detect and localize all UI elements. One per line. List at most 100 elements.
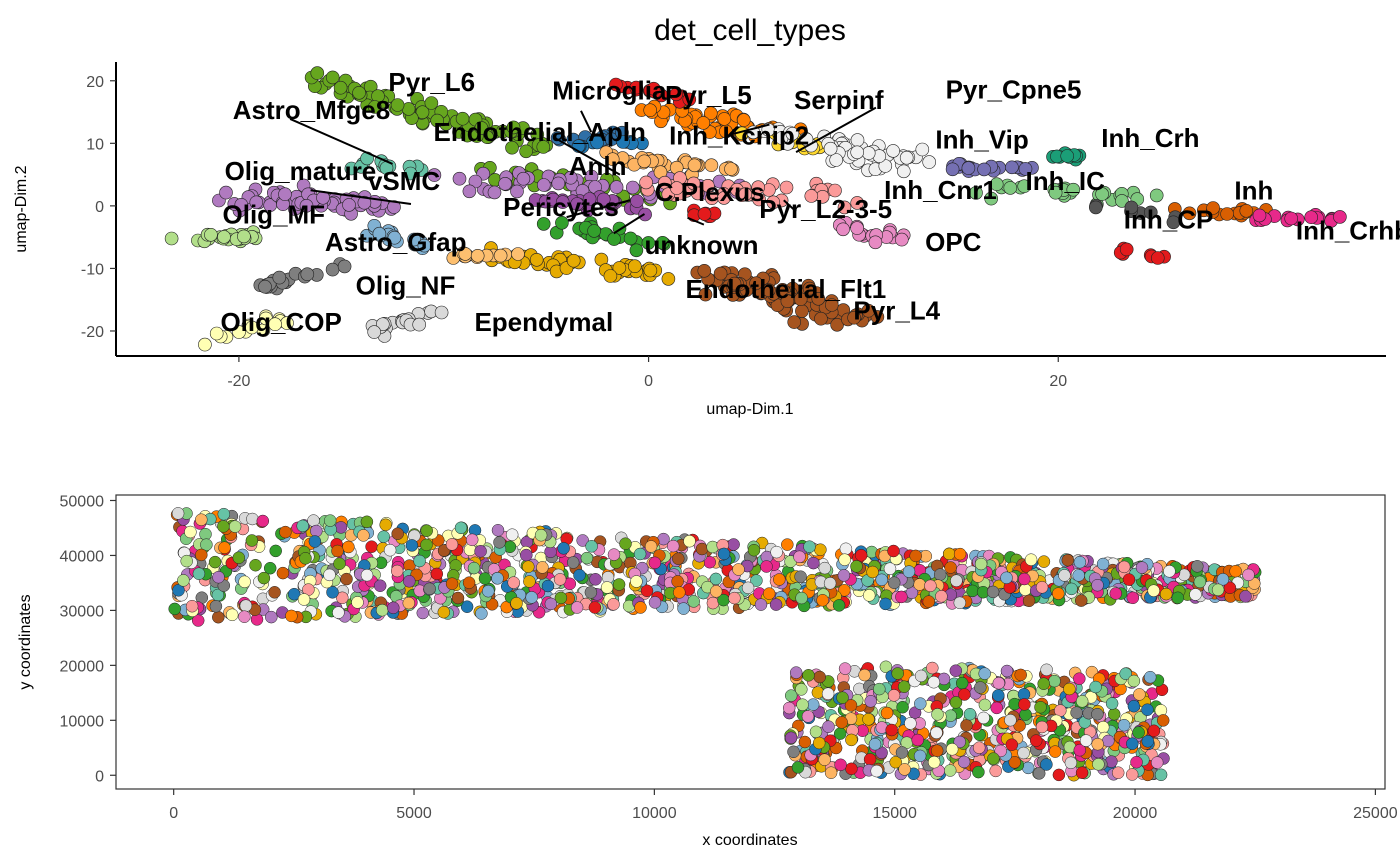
- umap-point: [1239, 204, 1254, 218]
- umap-point: [638, 207, 652, 222]
- spatial-point: [949, 664, 963, 677]
- spatial-point: [1127, 699, 1141, 713]
- spatial-point: [523, 575, 536, 588]
- spatial-point: [566, 556, 580, 569]
- spatial-point: [553, 573, 567, 586]
- umap-point: [519, 144, 533, 159]
- spatial-point: [945, 743, 959, 756]
- umap-point: [511, 247, 525, 261]
- spatial-point: [1091, 737, 1104, 751]
- spatial-point: [760, 560, 773, 573]
- umap-point: [623, 231, 638, 246]
- spatial-point: [634, 601, 647, 614]
- cluster-label: Pyr_L4: [853, 296, 940, 326]
- spatial-point: [1058, 569, 1071, 582]
- umap-point: [367, 325, 382, 339]
- umap-point: [850, 145, 865, 160]
- spatial-point: [245, 534, 259, 547]
- umap-point: [1252, 208, 1267, 223]
- spatial-point: [505, 528, 519, 541]
- umap-point: [1089, 200, 1103, 215]
- spatial-point: [416, 606, 430, 620]
- spatial-point: [607, 548, 621, 561]
- umap-point: [886, 144, 900, 158]
- spatial-point: [944, 561, 957, 574]
- spatial-point: [887, 576, 901, 589]
- umap-point: [1182, 206, 1197, 221]
- spatial-point: [1122, 573, 1136, 586]
- spatial-point: [904, 717, 917, 730]
- spatial-point: [986, 585, 1000, 599]
- umap-point: [824, 298, 839, 312]
- spatial-point: [914, 697, 927, 710]
- spatial-point: [935, 590, 948, 603]
- umap-point: [596, 192, 611, 207]
- spatial-point: [379, 518, 392, 532]
- x-tick-label: 20: [1049, 373, 1067, 390]
- spatial-point: [228, 520, 242, 533]
- spatial-point: [1034, 700, 1047, 714]
- umap-point: [272, 270, 287, 285]
- spatial-point: [208, 555, 222, 569]
- spatial-point: [953, 596, 967, 610]
- umap-point: [868, 235, 883, 250]
- y-tick-label: 0: [95, 768, 104, 785]
- cluster-label: Astro_Mfge8: [233, 95, 390, 125]
- spatial-point: [927, 675, 941, 689]
- y-tick-label: 50000: [60, 493, 105, 510]
- spatial-point: [1079, 734, 1093, 747]
- x-tick-label: 10000: [632, 805, 677, 822]
- umap-point: [736, 113, 751, 127]
- spatial-point: [879, 597, 892, 611]
- umap-point: [861, 303, 876, 318]
- spatial-point: [885, 723, 898, 737]
- spatial-point: [801, 710, 815, 723]
- cluster-label: Endothelial_Apln: [434, 117, 646, 147]
- spatial-x-ticks: 0 5000 10000 15000 20000 25000: [169, 789, 1398, 822]
- y-tick-label: 10000: [60, 713, 105, 730]
- spatial-point: [1061, 553, 1075, 567]
- umap-point: [878, 159, 893, 173]
- spatial-point: [1091, 707, 1104, 721]
- spatial-point: [268, 586, 281, 599]
- umap-point: [403, 166, 418, 181]
- spatial-point: [727, 538, 740, 551]
- umap-point: [804, 189, 819, 203]
- umap-point: [237, 229, 251, 244]
- umap-point: [1003, 181, 1018, 195]
- cluster-label: Inh_Vip: [935, 124, 1028, 154]
- spatial-point: [836, 691, 849, 704]
- umap-point: [847, 310, 861, 325]
- umap-point: [333, 80, 348, 95]
- umap-point: [787, 315, 802, 329]
- spatial-point: [741, 581, 755, 595]
- spatial-point: [541, 579, 555, 593]
- spatial-point: [217, 507, 231, 521]
- spatial-point: [493, 536, 506, 549]
- spatial-point: [383, 543, 397, 557]
- y-tick-label: 20000: [60, 658, 105, 675]
- spatial-point: [862, 713, 875, 726]
- spatial-point: [525, 591, 538, 604]
- spatial-point: [953, 547, 967, 561]
- spatial-point: [1052, 587, 1065, 600]
- umap-point: [498, 177, 512, 191]
- spatial-point: [1029, 734, 1043, 747]
- spatial-point: [192, 567, 206, 580]
- spatial-point: [1037, 555, 1051, 568]
- spatial-point: [762, 587, 776, 600]
- cluster-label: Serpinf: [794, 85, 884, 115]
- spatial-point: [873, 682, 886, 696]
- spatial-point: [992, 676, 1006, 690]
- spatial-point: [1191, 560, 1204, 573]
- spatial-point: [863, 753, 877, 766]
- spatial-point: [943, 764, 957, 777]
- cluster-label: Olig_COP: [220, 307, 341, 337]
- umap-point: [1149, 188, 1164, 203]
- umap-point: [646, 81, 661, 96]
- spatial-point: [895, 746, 909, 759]
- spatial-point: [534, 528, 548, 542]
- spatial-point: [887, 689, 901, 702]
- spatial-point: [854, 549, 868, 562]
- spatial-point: [257, 571, 271, 585]
